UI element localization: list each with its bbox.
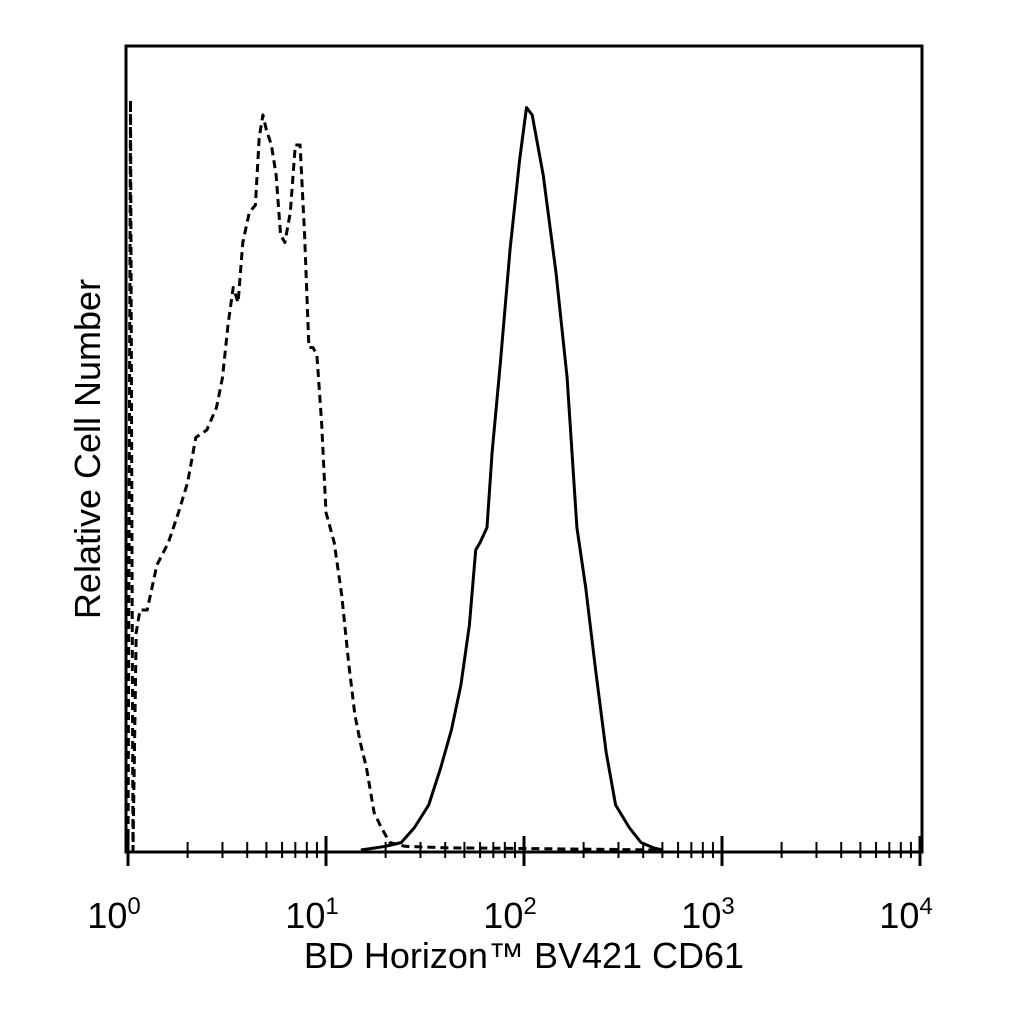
- x-tick-label: 102: [483, 893, 536, 936]
- tick-label-exponent: 1: [325, 893, 338, 920]
- tick-label-exponent: 2: [523, 893, 536, 920]
- histogram-solid-line: [360, 106, 663, 852]
- histogram-dashed-line: [126, 98, 663, 852]
- x-tick-label: 103: [681, 893, 734, 936]
- tick-label-base: 10: [879, 895, 919, 936]
- x-tick-label: 101: [285, 893, 338, 936]
- tick-label-exponent: 4: [919, 893, 932, 920]
- x-tick-label: 104: [879, 893, 932, 936]
- tick-label-exponent: 3: [721, 893, 734, 920]
- tick-label-base: 10: [285, 895, 325, 936]
- tick-label-exponent: 0: [127, 893, 140, 920]
- x-axis-major-ticks: [126, 836, 922, 866]
- y-axis-title: Relative Cell Number: [67, 279, 108, 619]
- x-axis-minor-ticks: [186, 842, 912, 858]
- tick-label-base: 10: [483, 895, 523, 936]
- x-axis-title: BD Horizon™ BV421 CD61: [304, 935, 744, 976]
- series-layer: [126, 98, 663, 852]
- tick-label-base: 10: [681, 895, 721, 936]
- x-axis-tick-labels: 100 101 102 103 104: [87, 893, 932, 936]
- tick-label-base: 10: [87, 895, 127, 936]
- x-tick-label: 100: [87, 893, 140, 936]
- plot-frame: [124, 44, 924, 854]
